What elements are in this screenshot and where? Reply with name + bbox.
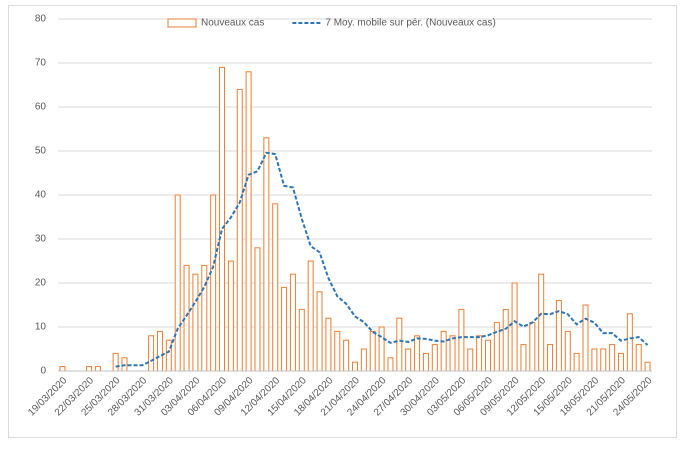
bar bbox=[112, 352, 119, 372]
bar bbox=[458, 308, 465, 372]
bar bbox=[449, 335, 456, 372]
bar bbox=[86, 366, 93, 372]
bar bbox=[298, 308, 305, 372]
bar bbox=[352, 361, 358, 372]
bar bbox=[59, 366, 66, 372]
y-tick-label: 70 bbox=[35, 58, 47, 69]
bar bbox=[529, 322, 536, 372]
y-tick-label: 60 bbox=[35, 102, 47, 113]
moving-average-line bbox=[115, 151, 649, 368]
bar bbox=[94, 366, 101, 372]
y-tick-label: 50 bbox=[35, 146, 47, 157]
bar bbox=[219, 66, 226, 372]
y-tick-label: 80 bbox=[35, 14, 47, 25]
bar bbox=[148, 335, 155, 372]
bar bbox=[307, 260, 314, 372]
bar bbox=[405, 348, 412, 372]
bar bbox=[325, 317, 332, 372]
bar bbox=[440, 330, 447, 372]
bar bbox=[360, 348, 367, 372]
bar bbox=[156, 330, 163, 372]
legend-swatch bbox=[167, 18, 197, 28]
bar bbox=[617, 352, 624, 372]
bar bbox=[334, 330, 341, 372]
y-tick-label: 0 bbox=[40, 366, 46, 377]
bar bbox=[289, 273, 296, 372]
y-tick-label: 40 bbox=[35, 190, 47, 201]
bar bbox=[626, 313, 633, 372]
bar bbox=[378, 326, 385, 372]
bar bbox=[254, 247, 261, 372]
bar bbox=[192, 273, 199, 372]
bar bbox=[484, 339, 491, 372]
bar bbox=[591, 348, 598, 372]
bar bbox=[201, 264, 208, 372]
bar bbox=[564, 330, 571, 372]
bar bbox=[502, 308, 509, 372]
bar bbox=[396, 317, 403, 372]
legend-label: 7 Moy. mobile sur pér. (Nouveaux cas) bbox=[325, 18, 495, 29]
bar bbox=[573, 352, 580, 372]
bar bbox=[272, 203, 279, 372]
bar bbox=[245, 71, 252, 372]
bar bbox=[227, 260, 234, 372]
bar bbox=[582, 304, 589, 372]
bar bbox=[538, 273, 545, 372]
bar bbox=[316, 291, 323, 372]
bar bbox=[422, 352, 429, 372]
bar bbox=[210, 194, 217, 372]
bar bbox=[414, 335, 421, 372]
bar bbox=[493, 322, 500, 372]
bar bbox=[369, 330, 376, 372]
bar bbox=[236, 88, 243, 372]
bar bbox=[476, 335, 483, 372]
bar bbox=[635, 344, 642, 372]
bar bbox=[600, 348, 607, 372]
bar bbox=[467, 348, 474, 372]
y-tick-label: 30 bbox=[35, 234, 47, 245]
chart-frame bbox=[8, 5, 677, 438]
bar bbox=[281, 286, 288, 372]
bar bbox=[644, 361, 651, 372]
bar bbox=[387, 357, 394, 372]
legend-label: Nouveaux cas bbox=[201, 18, 264, 29]
bar bbox=[609, 344, 616, 372]
bar bbox=[431, 344, 438, 372]
y-tick-label: 20 bbox=[35, 278, 47, 289]
bar bbox=[263, 137, 270, 372]
bar bbox=[511, 282, 518, 372]
bar bbox=[547, 344, 554, 372]
bar bbox=[520, 344, 527, 372]
bar bbox=[343, 339, 350, 372]
bar bbox=[174, 194, 181, 372]
y-tick-label: 10 bbox=[35, 322, 47, 333]
